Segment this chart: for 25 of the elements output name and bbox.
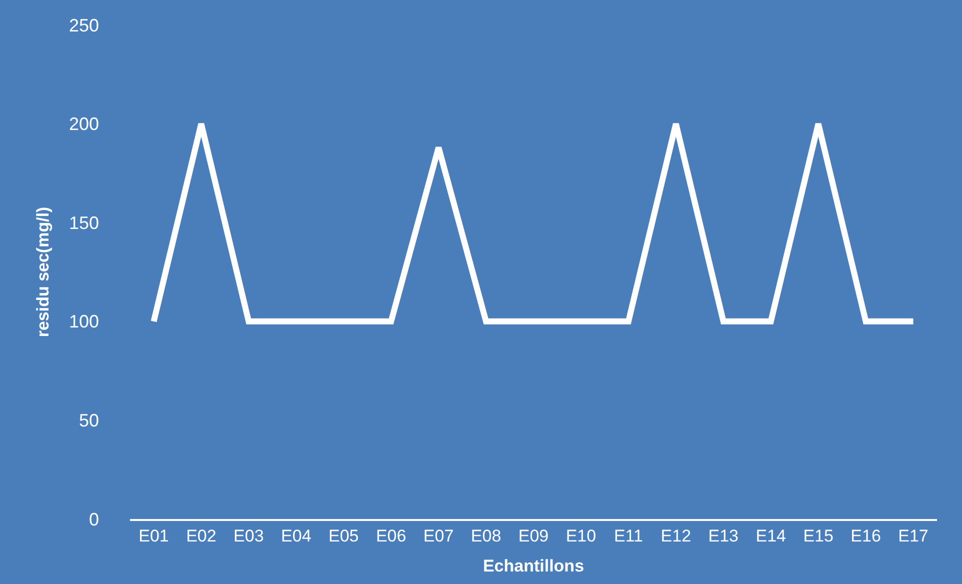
x-tick-label: E16 [850, 526, 881, 546]
x-tick-label: E04 [281, 526, 312, 546]
x-tick-label: E17 [898, 526, 928, 546]
x-tick-label: E07 [423, 526, 454, 546]
y-tick-label: 250 [68, 15, 99, 36]
y-axis-title: residu sec(mg/l) [34, 206, 53, 338]
x-tick-label: E11 [614, 526, 643, 546]
x-tick-label: E08 [470, 526, 502, 546]
x-tick-label: E03 [234, 526, 264, 546]
x-axis-title: Echantillons [482, 556, 584, 576]
y-tick-label: 0 [88, 509, 99, 530]
x-tick-label: E12 [660, 526, 692, 546]
x-tick-label: E10 [566, 526, 596, 546]
x-tick-label: E09 [518, 526, 549, 546]
y-tick-label: 150 [68, 212, 99, 233]
x-tick-label: E01 [138, 526, 169, 546]
y-tick-label: 50 [78, 410, 99, 430]
x-tick-label: E05 [328, 526, 359, 546]
x-tick-label: E13 [708, 526, 739, 546]
x-tick-label: E02 [186, 526, 216, 546]
x-tick-label: E06 [376, 526, 406, 546]
x-tick-label: E14 [756, 526, 786, 546]
x-tick-label: E15 [803, 526, 834, 546]
y-tick-label: 200 [68, 114, 99, 134]
y-tick-label: 100 [68, 312, 99, 332]
